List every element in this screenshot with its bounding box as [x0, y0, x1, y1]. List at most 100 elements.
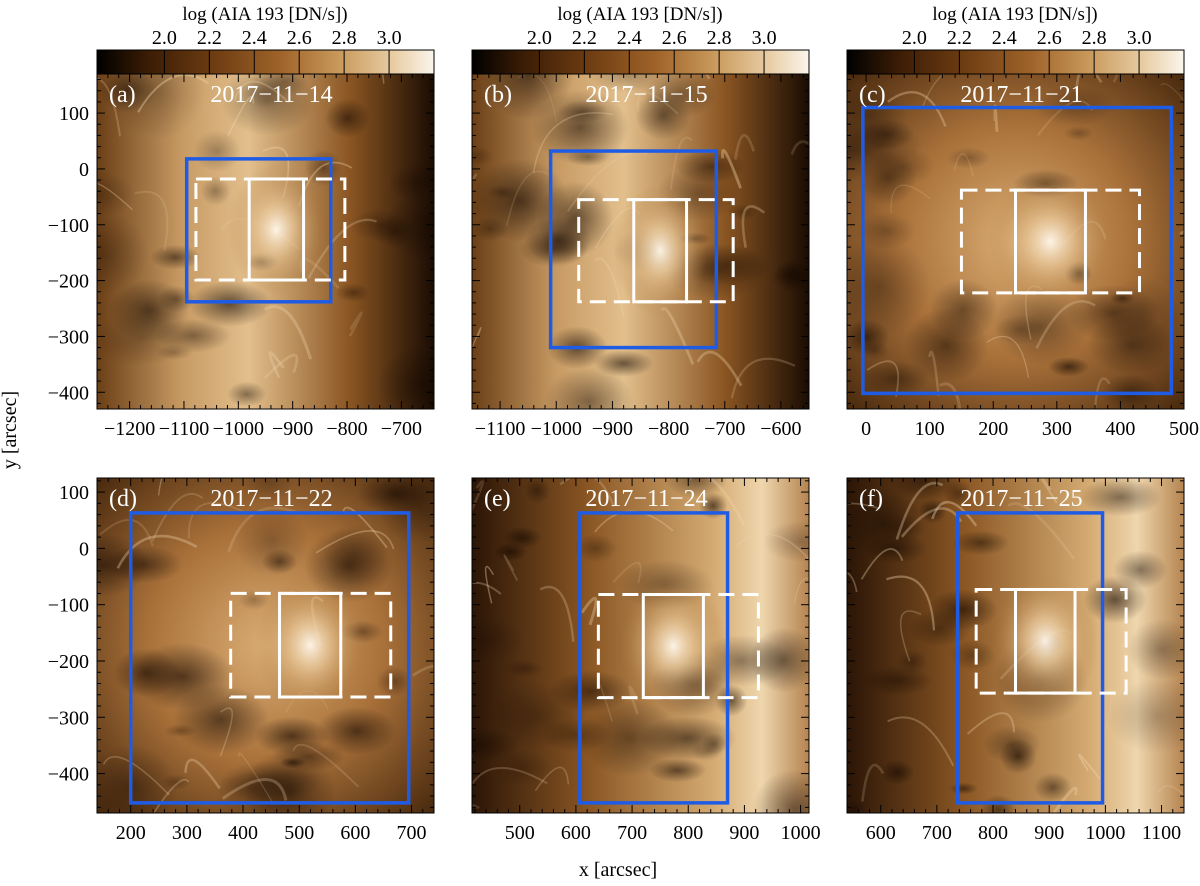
axis-ticks	[96, 74, 435, 409]
colorbar-tick-label: 2.6	[1037, 27, 1062, 49]
y-tick-label: 100	[59, 103, 89, 125]
x-tick-label: 200	[116, 822, 146, 844]
x-tick-label: −1200	[104, 418, 155, 440]
y-tick-label: −200	[48, 651, 89, 673]
x-tick-label: 400	[228, 822, 258, 844]
x-tick-label: −600	[760, 418, 801, 440]
x-tick-label: −700	[704, 418, 745, 440]
colorbar-tick-label: 2.0	[527, 27, 552, 49]
y-axis-label: y [arcsec]	[0, 391, 21, 469]
panel-frame	[846, 73, 1185, 410]
colorbar-tick-label: 2.8	[332, 27, 357, 49]
panel-frame	[471, 477, 810, 814]
blue-box	[955, 511, 1105, 805]
solid-box	[278, 591, 343, 699]
colorbar-tick-label: 2.2	[197, 27, 222, 49]
date-label: 2017−11−14	[210, 82, 332, 108]
colorbar-tick-label: 2.8	[1082, 27, 1107, 49]
colorbar-tick-label: 2.0	[902, 27, 927, 49]
blue-box	[184, 157, 333, 304]
x-tick-label: 1100	[1142, 822, 1181, 844]
colorbar-c: log (AIA 193 [DN/s]) 2.0 2.2 2.4 2.6 2.8 3.0	[846, 4, 1185, 75]
panel-label: (b)	[484, 82, 512, 108]
y-tick-label: 0	[79, 538, 89, 560]
y-tick-label: −400	[48, 382, 89, 404]
x-tick-label: −800	[648, 418, 689, 440]
x-tick-label: −1000	[531, 418, 582, 440]
colorbar-gradient	[96, 49, 435, 75]
colorbar-title: log (AIA 193 [DN/s])	[182, 4, 347, 25]
x-tick-label: 800	[673, 822, 703, 844]
colorbar-tick-label: 3.0	[377, 27, 402, 49]
x-axis-label: x [arcsec]	[579, 859, 657, 881]
colorbar-tick-label: 2.8	[707, 27, 732, 49]
y-tick-label: −100	[48, 595, 89, 617]
axis-ticks	[846, 478, 1185, 813]
panel-frame	[96, 73, 435, 410]
y-tick-label: −300	[48, 326, 89, 348]
euv-image	[472, 478, 809, 813]
y-tick-label: 0	[79, 159, 89, 181]
euv-image	[97, 478, 434, 813]
colorbar-tick-label: 2.2	[572, 27, 597, 49]
solid-box	[1014, 587, 1077, 695]
panel-label: (f)	[859, 486, 883, 512]
date-label: 2017−11−25	[960, 486, 1082, 512]
euv-image	[847, 74, 1184, 409]
y-tick-label: −400	[48, 764, 89, 786]
colorbar-tick-label: 2.4	[617, 27, 642, 49]
x-tick-label: 700	[397, 822, 427, 844]
x-tick-label: 600	[866, 822, 896, 844]
solid-box	[641, 593, 705, 700]
x-tick-label: 1000	[781, 822, 821, 844]
y-tick-label: −200	[48, 271, 89, 293]
panel-label: (c)	[859, 82, 886, 108]
x-tick-label: 100	[915, 418, 945, 440]
colorbar-tick-label: 2.6	[287, 27, 312, 49]
colorbar-tick-label: 2.4	[992, 27, 1017, 49]
panel-f: (f) 2017−11−25 600 700 800 900 1000 1100	[846, 477, 1185, 844]
colorbar-tick-label: 3.0	[1127, 27, 1152, 49]
panel-label: (d)	[109, 486, 137, 512]
colorbar-tick-label: 2.6	[662, 27, 687, 49]
blue-box	[128, 511, 411, 805]
colorbar-tick-label: 3.0	[752, 27, 777, 49]
panel-e: (e) 2017−11−24 500 600 700 800 900 1000	[471, 477, 821, 844]
colorbar-tick-label: 2.0	[152, 27, 177, 49]
panel-d: (d) 2017−11−22 200 300 400 500 600 700 100 0 −100 −…	[48, 477, 435, 844]
panel-label: (e)	[484, 486, 511, 512]
colorbar-tick-label: 2.4	[242, 27, 267, 49]
colorbar-a: log (AIA 193 [DN/s]) 2.0 2.2 2.4 2.6 2.8 3.0	[96, 4, 435, 75]
date-label: 2017−11−22	[210, 486, 332, 512]
date-label: 2017−11−21	[960, 82, 1082, 108]
blue-box	[578, 511, 730, 805]
euv-image	[97, 74, 434, 409]
date-label: 2017−11−15	[585, 82, 707, 108]
colorbar-gradient	[471, 49, 810, 75]
x-tick-label: −700	[381, 418, 422, 440]
y-tick-label: 100	[59, 482, 89, 504]
axis-ticks	[472, 74, 809, 409]
x-tick-label: −1100	[159, 418, 210, 440]
x-tick-label: 700	[922, 822, 952, 844]
x-tick-label: −900	[592, 418, 633, 440]
x-tick-label: 900	[729, 822, 759, 844]
panel-label: (a)	[109, 82, 136, 108]
x-tick-label: 900	[1034, 822, 1064, 844]
solid-box	[632, 198, 689, 304]
date-label: 2017−11−24	[585, 486, 707, 512]
x-tick-label: −1100	[475, 418, 526, 440]
solid-box	[247, 177, 306, 282]
x-tick-label: −800	[326, 418, 367, 440]
axis-ticks	[847, 74, 1185, 409]
x-tick-label: 600	[340, 822, 370, 844]
x-tick-label: −900	[272, 418, 313, 440]
euv-image	[472, 74, 809, 409]
x-tick-label: 0	[861, 418, 871, 440]
blue-box	[548, 149, 719, 350]
x-tick-label: 1000	[1085, 822, 1125, 844]
x-tick-label: 500	[284, 822, 314, 844]
axis-ticks	[472, 478, 809, 813]
x-tick-label: 200	[978, 418, 1008, 440]
panel-b: (b) 2017−11−15 −1100 −1000 −900 −800 −700 −600	[471, 73, 810, 440]
